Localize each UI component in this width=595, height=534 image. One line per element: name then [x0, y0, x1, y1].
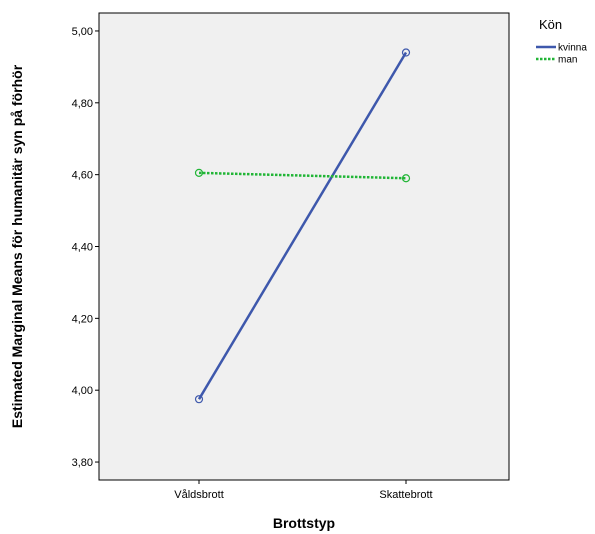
series-layer [194, 48, 411, 404]
plot-area [98, 12, 510, 481]
y-tick-label: 4,00 [72, 385, 93, 397]
y-tick-label: 5,00 [72, 26, 93, 38]
data-point-kvinna [194, 395, 204, 404]
x-tick-label: Våldsbrott [174, 489, 224, 501]
data-point-man [194, 168, 204, 177]
x-axis-title: Brottstyp [273, 515, 335, 531]
y-tick-label: 4,40 [72, 242, 93, 254]
x-tick-label: Skattebrott [379, 489, 432, 501]
series-line-man [198, 171, 407, 180]
legend-title: Kön [539, 17, 562, 32]
data-point-man [401, 174, 411, 183]
y-tick-label: 4,20 [72, 313, 93, 325]
y-axis-title: Estimated Marginal Means för humanitär s… [9, 64, 25, 428]
x-axis: Våldsbrott Skattebrott [174, 480, 433, 501]
y-tick-label: 4,80 [72, 98, 93, 110]
data-point-kvinna [401, 48, 411, 57]
series-line-kvinna [197, 51, 408, 400]
y-tick-label: 3,80 [72, 457, 93, 469]
legend-label-man: man [558, 55, 577, 66]
y-tick-label: 4,60 [72, 170, 93, 182]
y-axis: 3,80 4,00 4,20 4,40 4,60 4,80 5,00 [72, 26, 99, 469]
legend-label-kvinna: kvinna [558, 43, 587, 54]
